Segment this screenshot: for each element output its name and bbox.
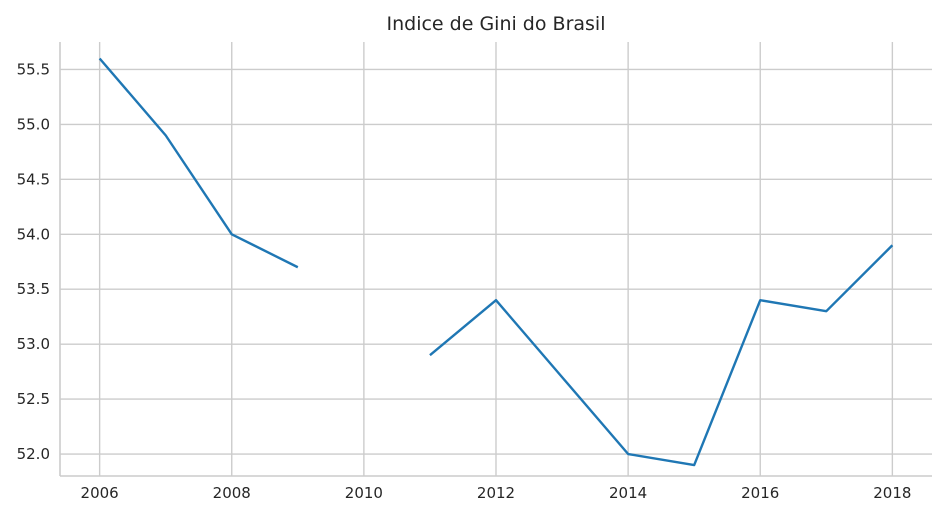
- y-tick-label: 53.0: [17, 335, 50, 353]
- chart-title: Indice de Gini do Brasil: [387, 13, 606, 35]
- x-tick-label: 2014: [609, 484, 647, 502]
- series-line-segment: [98, 57, 299, 269]
- y-tick-label: 55.0: [17, 115, 50, 133]
- y-tick-label: 55.5: [17, 60, 50, 78]
- y-tick-label: 52.0: [17, 445, 50, 463]
- x-tick-label: 2010: [345, 484, 383, 502]
- x-tick-label: 2006: [81, 484, 119, 502]
- axes-spines: [59, 42, 932, 477]
- series-group: [98, 57, 894, 467]
- series-line-segment: [429, 244, 894, 467]
- y-tick-label: 53.5: [17, 280, 50, 298]
- x-tick-label: 2018: [873, 484, 911, 502]
- x-tick-label: 2016: [741, 484, 779, 502]
- x-tick-label: 2008: [213, 484, 251, 502]
- grid: [60, 42, 932, 476]
- x-tick-label: 2012: [477, 484, 515, 502]
- x-axis-ticks: 2006 2008 2010 2012 2014 2016 2018: [81, 484, 912, 502]
- y-axis-ticks: 52.0 52.5 53.0 53.5 54.0 54.5 55.0 55.5: [17, 60, 50, 463]
- y-tick-label: 52.5: [17, 390, 50, 408]
- y-tick-label: 54.0: [17, 225, 50, 243]
- y-tick-label: 54.5: [17, 170, 50, 188]
